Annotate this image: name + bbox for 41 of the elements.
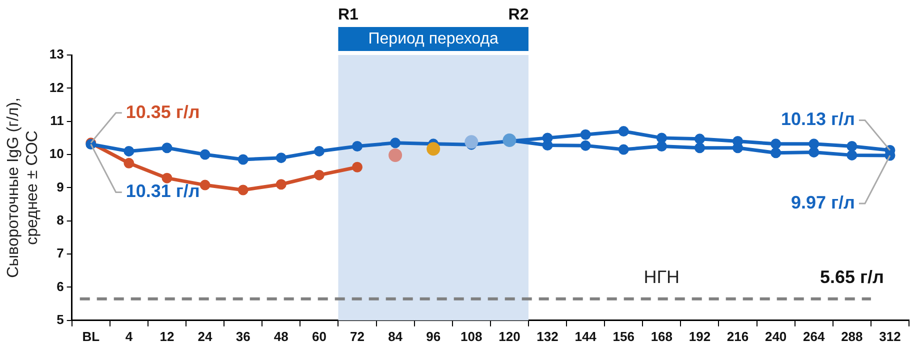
y-tick-label: 8 bbox=[56, 212, 64, 228]
ref-line-label: НГН bbox=[644, 266, 680, 287]
x-tick-label: 288 bbox=[841, 328, 863, 344]
x-tick-label: 132 bbox=[536, 328, 558, 344]
x-tick-label: BL bbox=[82, 328, 100, 344]
band-label: Период перехода bbox=[368, 30, 499, 48]
y-tick-label: 13 bbox=[49, 46, 64, 62]
y-tick-label: 9 bbox=[56, 179, 64, 194]
x-tick-label: 108 bbox=[460, 328, 482, 344]
x-tick-label: 120 bbox=[498, 328, 520, 344]
x-tick-label: 60 bbox=[312, 328, 326, 344]
x-tick-label: 240 bbox=[764, 328, 787, 344]
y-axis-title: Сывороточные IgG (г/л), среднее ± СОС bbox=[5, 98, 42, 278]
y-tick-label: 5 bbox=[56, 312, 64, 327]
y-tick-label: 11 bbox=[50, 112, 64, 128]
x-tick-label: 24 bbox=[198, 328, 214, 344]
x-tick-label: 156 bbox=[612, 328, 634, 344]
x-tick-label: 192 bbox=[688, 328, 711, 344]
x-tick-label: 96 bbox=[426, 328, 441, 344]
x-tick-label: 4 bbox=[125, 328, 134, 344]
y-tick-label: 6 bbox=[56, 278, 64, 294]
data-label: 9.97 г/л bbox=[791, 192, 855, 212]
x-tick-label: 36 bbox=[236, 328, 250, 344]
text: R1 bbox=[338, 6, 359, 24]
text: R2 bbox=[508, 6, 529, 24]
data-label: 10.31 г/л bbox=[126, 181, 200, 202]
annotation: 5.65 г/л bbox=[820, 266, 884, 287]
x-tick-label: 144 bbox=[574, 328, 598, 344]
y-tick-label: 12 bbox=[49, 80, 64, 95]
x-tick-label: 264 bbox=[803, 328, 826, 344]
x-tick-label: 84 bbox=[388, 328, 404, 344]
data-label: 10.13 г/л bbox=[780, 109, 855, 130]
x-tick-label: 12 bbox=[160, 328, 174, 344]
x-tick-label: 48 bbox=[274, 328, 288, 344]
x-tick-label: 312 bbox=[879, 328, 901, 344]
x-tick-label: 72 bbox=[350, 328, 364, 344]
x-tick-label: 216 bbox=[726, 328, 749, 344]
data-label: 10.35 г/л bbox=[126, 102, 200, 122]
y-tick-label: 7 bbox=[56, 246, 64, 261]
y-tick-label: 10 bbox=[49, 146, 64, 162]
x-tick-label: 168 bbox=[650, 328, 673, 344]
